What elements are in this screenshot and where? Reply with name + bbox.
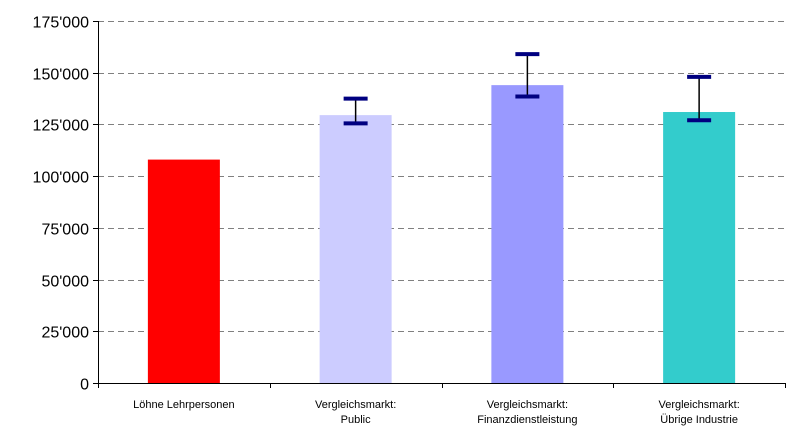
bar: [491, 85, 564, 383]
axes: [93, 21, 786, 388]
bars: [147, 85, 736, 384]
category-label: Vergleichsmarkt: Finanzdienstleistung: [477, 399, 577, 426]
y-tick-label: 125'000: [33, 118, 90, 135]
category-label-line: Vergleichsmarkt:: [315, 399, 396, 411]
y-tick-label: 25'000: [41, 325, 89, 342]
y-tick-label: 0: [80, 377, 89, 394]
error-bars: [343, 52, 712, 126]
category-label: Löhne Lehrpersonen: [133, 399, 235, 411]
y-tick-label: 100'000: [33, 170, 90, 187]
y-tick-label: 175'000: [33, 15, 90, 32]
y-tick-label: 50'000: [41, 274, 89, 291]
bar: [663, 112, 736, 383]
y-tick-label: 75'000: [41, 222, 89, 239]
x-axis-category-labels: Löhne Lehrpersonen Vergleichsmarkt: Public…: [133, 399, 740, 426]
y-tick-label: 150'000: [33, 67, 90, 84]
category-label-line: Löhne Lehrpersonen: [133, 399, 235, 411]
category-label: Vergleichsmarkt: Public: [315, 399, 396, 426]
bar: [319, 115, 392, 384]
category-label-line: Vergleichsmarkt:: [487, 399, 568, 411]
category-label-line: Finanzdienstleistung: [477, 414, 577, 426]
category-label: Vergleichsmarkt: Übrige Industrie: [658, 399, 739, 426]
category-label-line: Public: [341, 414, 371, 426]
y-axis-tick-labels: 0 25'000 50'000 75'000 100'000 125'000 150'000…: [33, 15, 90, 394]
bar: [147, 159, 220, 383]
category-label-line: Übrige Industrie: [660, 414, 738, 426]
category-label-line: Vergleichsmarkt:: [658, 399, 739, 411]
